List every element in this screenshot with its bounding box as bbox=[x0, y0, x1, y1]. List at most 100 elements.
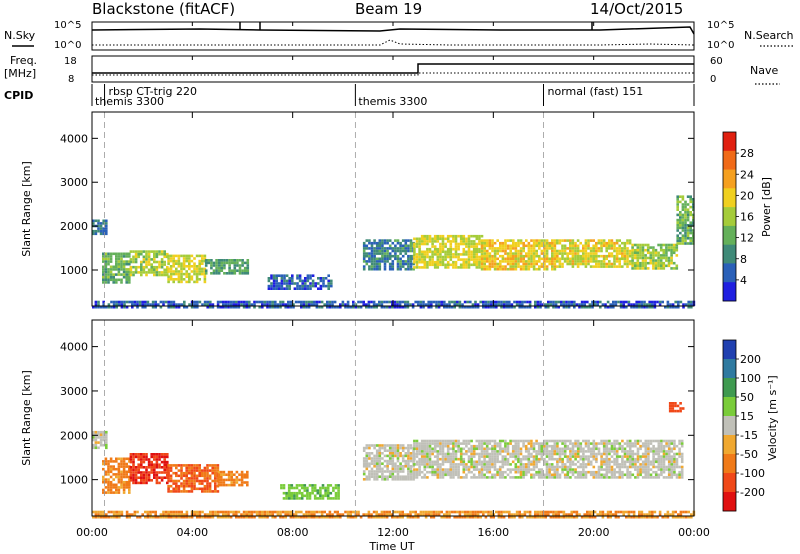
heatmap-cell bbox=[381, 446, 384, 450]
heatmap-cell bbox=[675, 457, 679, 461]
heatmap-cell bbox=[307, 300, 311, 304]
heatmap-cell bbox=[692, 218, 695, 222]
heatmap-cell bbox=[628, 241, 632, 245]
heatmap-cell bbox=[449, 442, 453, 445]
heatmap-cell bbox=[318, 515, 321, 519]
heatmap-cell bbox=[396, 446, 400, 450]
heatmap-cell bbox=[488, 455, 492, 458]
heatmap-cell bbox=[275, 282, 278, 285]
heatmap-cell bbox=[686, 216, 690, 219]
heatmap-cell bbox=[652, 460, 655, 464]
heatmap-cell bbox=[396, 510, 399, 514]
heatmap-cell bbox=[604, 303, 607, 306]
heatmap-cell bbox=[125, 483, 128, 487]
heatmap-cell bbox=[605, 447, 609, 451]
heatmap-cell bbox=[131, 303, 134, 306]
heatmap-cell bbox=[631, 254, 634, 257]
heatmap-cell bbox=[618, 260, 621, 263]
heatmap-cell bbox=[573, 300, 576, 304]
heatmap-cell bbox=[612, 300, 615, 304]
heatmap-cell bbox=[584, 442, 588, 445]
heatmap-cell bbox=[444, 253, 447, 256]
heatmap-cell bbox=[684, 229, 687, 232]
heatmap-cell bbox=[420, 250, 424, 254]
heatmap-cell bbox=[422, 513, 425, 516]
heatmap-cell bbox=[527, 439, 531, 443]
heatmap-cell bbox=[571, 468, 575, 471]
heatmap-cell bbox=[626, 457, 629, 461]
heatmap-cell bbox=[579, 447, 583, 451]
heatmap-cell bbox=[362, 267, 366, 271]
heatmap-cell bbox=[394, 462, 397, 465]
heatmap-cell bbox=[418, 240, 421, 243]
heatmap-cell bbox=[652, 444, 655, 448]
heatmap-cell bbox=[631, 256, 634, 260]
heatmap-cell bbox=[372, 305, 376, 309]
heatmap-cell bbox=[169, 474, 173, 478]
heatmap-cell bbox=[155, 268, 159, 272]
heatmap-cell bbox=[102, 491, 105, 494]
heatmap-cell bbox=[653, 303, 657, 306]
heatmap-cell bbox=[240, 476, 244, 479]
heatmap-cell bbox=[660, 473, 663, 477]
heatmap-cell bbox=[420, 444, 424, 448]
heatmap-cell bbox=[496, 460, 499, 464]
heatmap-cell bbox=[628, 452, 632, 456]
heatmap-cell bbox=[670, 470, 674, 474]
heatmap-cell bbox=[465, 452, 468, 456]
heatmap-cell bbox=[222, 513, 225, 516]
heatmap-cell bbox=[500, 515, 503, 519]
heatmap-cell bbox=[562, 303, 566, 306]
heatmap-cell bbox=[283, 282, 286, 285]
heatmap-cell bbox=[146, 300, 150, 304]
heatmap-cell bbox=[654, 439, 658, 443]
heatmap-cell bbox=[679, 407, 682, 410]
heatmap-cell bbox=[177, 280, 181, 284]
heatmap-cell bbox=[378, 300, 381, 304]
heatmap-cell bbox=[634, 444, 637, 448]
heatmap-cell bbox=[579, 465, 583, 469]
heatmap-cell bbox=[97, 303, 100, 306]
heatmap-cell bbox=[675, 444, 679, 448]
heatmap-cell bbox=[155, 466, 159, 469]
heatmap-cell bbox=[223, 259, 226, 262]
heatmap-cell bbox=[261, 300, 264, 304]
heatmap-cell bbox=[324, 284, 328, 288]
heatmap-cell bbox=[626, 439, 629, 443]
heatmap-cell bbox=[446, 255, 450, 259]
heatmap-cell bbox=[467, 255, 471, 259]
heatmap-cell bbox=[652, 251, 655, 255]
heatmap-cell bbox=[670, 457, 674, 461]
heatmap-cell bbox=[209, 515, 212, 519]
heatmap-cell bbox=[406, 515, 410, 519]
heatmap-cell bbox=[462, 465, 466, 469]
heatmap-cell bbox=[120, 470, 123, 474]
heatmap-cell bbox=[375, 475, 379, 478]
heatmap-cell bbox=[462, 237, 466, 241]
heatmap-cell bbox=[378, 267, 382, 271]
heatmap-cell bbox=[140, 263, 143, 266]
heatmap-cell bbox=[163, 455, 166, 459]
heatmap-cell bbox=[97, 513, 100, 516]
heatmap-cell bbox=[446, 450, 450, 453]
heatmap-cell bbox=[659, 259, 663, 262]
heatmap-cell bbox=[519, 452, 523, 456]
heatmap-cell bbox=[193, 270, 196, 273]
heatmap-cell bbox=[647, 455, 650, 458]
heatmap-cell bbox=[306, 491, 309, 495]
heatmap-cell bbox=[491, 239, 494, 242]
heatmap-cell bbox=[172, 278, 175, 281]
heatmap-cell bbox=[144, 515, 147, 519]
heatmap-cell bbox=[561, 439, 564, 443]
heatmap-cell bbox=[362, 457, 366, 460]
heatmap-cell bbox=[243, 266, 247, 270]
heatmap-cell bbox=[409, 459, 413, 463]
heatmap-cell bbox=[305, 303, 308, 306]
heatmap-cell bbox=[105, 441, 108, 444]
heatmap-cell bbox=[584, 473, 588, 477]
heatmap-cell bbox=[548, 457, 551, 461]
heatmap-cell bbox=[128, 273, 131, 276]
heatmap-cell bbox=[206, 513, 209, 516]
heatmap-cell bbox=[589, 257, 593, 261]
